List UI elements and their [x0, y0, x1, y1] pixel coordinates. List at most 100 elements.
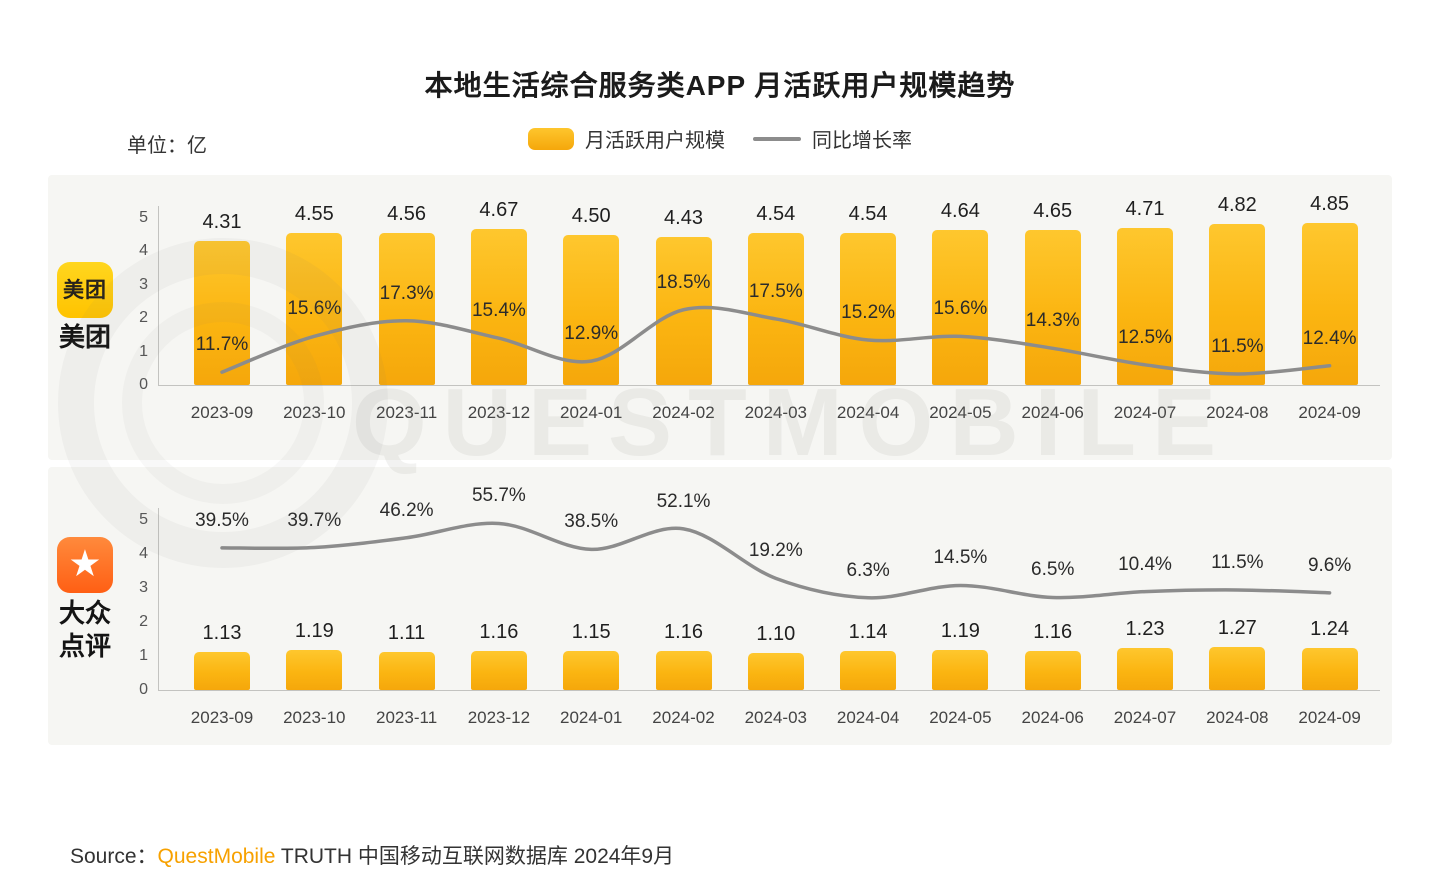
bar	[378, 232, 435, 385]
bar	[1301, 647, 1358, 690]
growth-rate-label: 52.1%	[656, 490, 711, 512]
growth-rate-label: 17.5%	[748, 280, 803, 302]
category-label: 2024-06	[1021, 403, 1084, 422]
category-label: 2024-02	[652, 403, 715, 422]
category-label: 2024-09	[1298, 708, 1361, 727]
growth-rate-label: 12.5%	[1118, 326, 1172, 348]
growth-rate-label: 19.2%	[748, 540, 803, 562]
bar-value-label: 1.13	[202, 621, 242, 644]
growth-rate-label: 15.4%	[471, 300, 526, 322]
y-tick-label: 4	[139, 545, 148, 562]
growth-rate-label: 14.3%	[1025, 310, 1080, 332]
bar-value-label: 4.54	[848, 203, 888, 226]
meituan-chart-plot: 0 1 2 3 4 5 4.31 2023-09 4.55 2023-10 4.56 2023-11 4…	[48, 175, 1392, 460]
bar-value-label: 1.16	[664, 620, 703, 643]
source-line: Source：QuestMobile TRUTH 中国移动互联网数据库 2024…	[70, 840, 674, 870]
bar-value-label: 1.23	[1125, 618, 1165, 641]
source-brand: QuestMobile	[157, 845, 276, 868]
bar-value-label: 4.50	[571, 204, 611, 227]
bar-value-label: 1.10	[756, 622, 796, 645]
y-tick-label: 0	[139, 376, 148, 393]
bar-value-label: 1.27	[1217, 616, 1257, 639]
line-legend-swatch-icon	[753, 136, 801, 141]
bar	[1117, 227, 1173, 385]
bar-value-label: 4.85	[1310, 193, 1350, 215]
category-label: 2023-12	[467, 708, 531, 727]
growth-rate-label: 6.5%	[1031, 559, 1075, 581]
bar	[563, 234, 620, 385]
bar	[378, 652, 435, 690]
bar	[1024, 650, 1081, 690]
bar-value-label: 1.19	[940, 619, 980, 642]
bar	[655, 650, 712, 690]
growth-rate-label: 12.9%	[564, 323, 619, 345]
bar-value-label: 1.15	[571, 620, 611, 643]
bar-value-label: 1.24	[1310, 617, 1350, 640]
growth-rate-label: 15.2%	[841, 302, 896, 324]
category-label: 2024-01	[559, 708, 623, 727]
bar	[747, 652, 804, 690]
growth-rate-label: 39.5%	[195, 509, 249, 531]
category-label: 2023-09	[190, 708, 254, 727]
category-label: 2024-07	[1113, 403, 1177, 422]
growth-rate-label: 6.3%	[846, 559, 890, 581]
category-label: 2024-08	[1206, 403, 1269, 422]
growth-rate-label: 10.4%	[1118, 553, 1172, 575]
bar-value-label: 4.71	[1125, 197, 1165, 220]
growth-rate-label: 46.2%	[379, 499, 434, 521]
bar	[194, 651, 250, 690]
y-tick-label: 1	[139, 342, 148, 360]
growth-rate-label: 17.3%	[379, 282, 434, 304]
app-name-meituan: 美团	[58, 322, 111, 352]
growth-rate-label: 12.4%	[1302, 327, 1357, 349]
chart-legend: 月活跃用户规模 同比增长率	[0, 124, 1440, 153]
dianping-logo-icon: ★	[57, 537, 113, 593]
panel-meituan: 美团 美团 0 1 2 3 4 5 4.31 2023-09 4.55 2023-10 4.56 20…	[48, 175, 1392, 460]
bar-value-label: 1.16	[1033, 620, 1073, 643]
panel-dianping: ★ 大众点评 0 1 2 3 4 5 1.13 2023-09 1.19 2023-10 1.11 2…	[48, 467, 1392, 745]
category-label: 2024-02	[652, 708, 715, 727]
category-label: 2024-03	[744, 403, 807, 422]
y-tick-label: 4	[139, 242, 148, 260]
bar-value-label: 4.67	[479, 199, 519, 222]
bar	[1301, 223, 1358, 385]
growth-rate-label: 15.6%	[933, 298, 988, 320]
source-suffix: TRUTH 中国移动互联网数据库 2024年9月	[275, 845, 675, 868]
category-label: 2024-09	[1298, 403, 1361, 422]
growth-rate-label: 9.6%	[1307, 554, 1352, 576]
bar-legend-label: 月活跃用户规模	[585, 130, 725, 152]
growth-rate-label: 14.5%	[933, 547, 988, 569]
y-tick-label: 3	[139, 579, 148, 596]
bar	[1117, 648, 1173, 690]
meituan-logo-icon: 美团	[57, 262, 113, 318]
bar-value-label: 1.14	[848, 621, 888, 644]
y-tick-label: 1	[139, 647, 148, 664]
bar-value-label: 4.64	[940, 200, 980, 223]
category-label: 2024-06	[1021, 708, 1084, 727]
bar	[1024, 229, 1081, 385]
bar-value-label: 4.82	[1217, 194, 1257, 216]
growth-rate-label: 38.5%	[564, 511, 619, 533]
bar-value-label: 4.54	[756, 203, 796, 226]
category-label: 2024-05	[929, 403, 992, 422]
category-label: 2023-09	[190, 403, 254, 422]
growth-rate-label: 18.5%	[656, 271, 711, 293]
bar-value-label: 4.65	[1033, 199, 1073, 222]
growth-rate-label: 55.7%	[471, 485, 526, 507]
bar-value-label: 4.31	[202, 211, 242, 234]
category-label: 2024-07	[1113, 708, 1177, 727]
source-prefix: Source：	[70, 845, 158, 868]
meituan-logo-text: 美团	[63, 278, 107, 302]
bar	[840, 651, 897, 690]
category-label: 2023-12	[467, 403, 531, 422]
bar	[194, 241, 250, 385]
bar-value-label: 1.16	[479, 620, 519, 643]
category-label: 2024-01	[559, 403, 623, 422]
category-label: 2024-04	[836, 708, 900, 727]
category-label: 2024-04	[836, 403, 900, 422]
y-tick-label: 0	[139, 681, 148, 698]
growth-rate-label: 11.5%	[1211, 335, 1264, 357]
category-label: 2024-05	[929, 708, 992, 727]
unit-label: 单位：亿	[127, 135, 207, 157]
